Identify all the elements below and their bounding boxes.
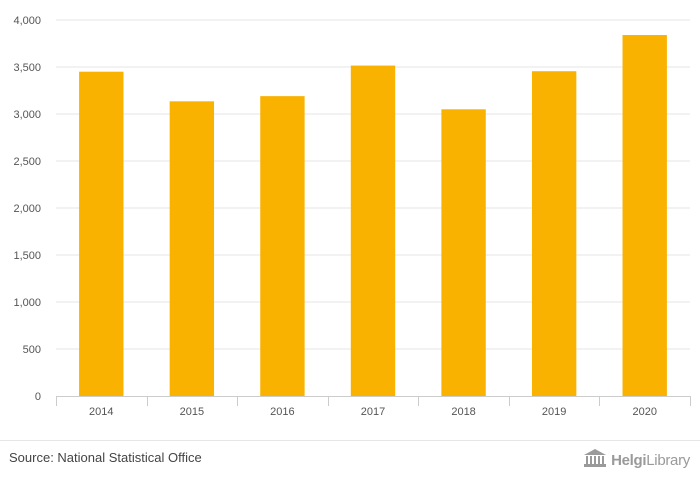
- y-tick-label: 1,000: [13, 297, 41, 309]
- y-tick-label: 4,000: [13, 15, 41, 27]
- footer-divider: [0, 440, 700, 441]
- y-tick-label: 500: [23, 344, 41, 356]
- logo-wordmark-part2: Library: [646, 451, 690, 469]
- bars: [79, 35, 667, 397]
- bar: [169, 101, 215, 396]
- logo-wordmark: HelgiLibrary: [611, 452, 690, 469]
- x-axis: 2014 2015 2016 2017 2018 2019 2020: [56, 396, 691, 418]
- y-tick-label: 2,000: [13, 203, 41, 215]
- library-building-icon: [583, 448, 607, 473]
- bar-chart: 05001,0001,5002,0002,5003,0003,5004,000 …: [13, 15, 691, 418]
- helgi-library-logo: HelgiLibrary: [583, 448, 690, 472]
- bar: [441, 109, 486, 397]
- x-tick-label: 2017: [361, 406, 385, 418]
- y-tick-label: 1,500: [13, 250, 41, 262]
- y-tick-label: 0: [35, 391, 41, 403]
- y-axis-ticks: 0 500 1,000 1,500 2,000 2,500 3,000 3,500 4,000: [13, 15, 41, 403]
- source-note: Source: National Statistical Office: [9, 450, 202, 465]
- bar: [531, 71, 577, 396]
- bar: [260, 96, 305, 396]
- x-tick-label: 2018: [451, 406, 475, 418]
- y-tick-label: 3,000: [13, 109, 41, 121]
- x-tick-label: 2015: [180, 406, 204, 418]
- y-tick-label: 2,500: [13, 156, 41, 168]
- x-tick-label: 2014: [89, 406, 113, 418]
- x-tick-label: 2019: [542, 406, 566, 418]
- y-tick-label: 3,500: [13, 62, 41, 74]
- bar: [350, 65, 396, 396]
- bar: [79, 71, 124, 396]
- bar: [622, 35, 667, 396]
- x-tick-label: 2020: [632, 406, 656, 418]
- x-tick-label: 2016: [270, 406, 294, 418]
- logo-wordmark-part1: Helgi: [611, 451, 647, 469]
